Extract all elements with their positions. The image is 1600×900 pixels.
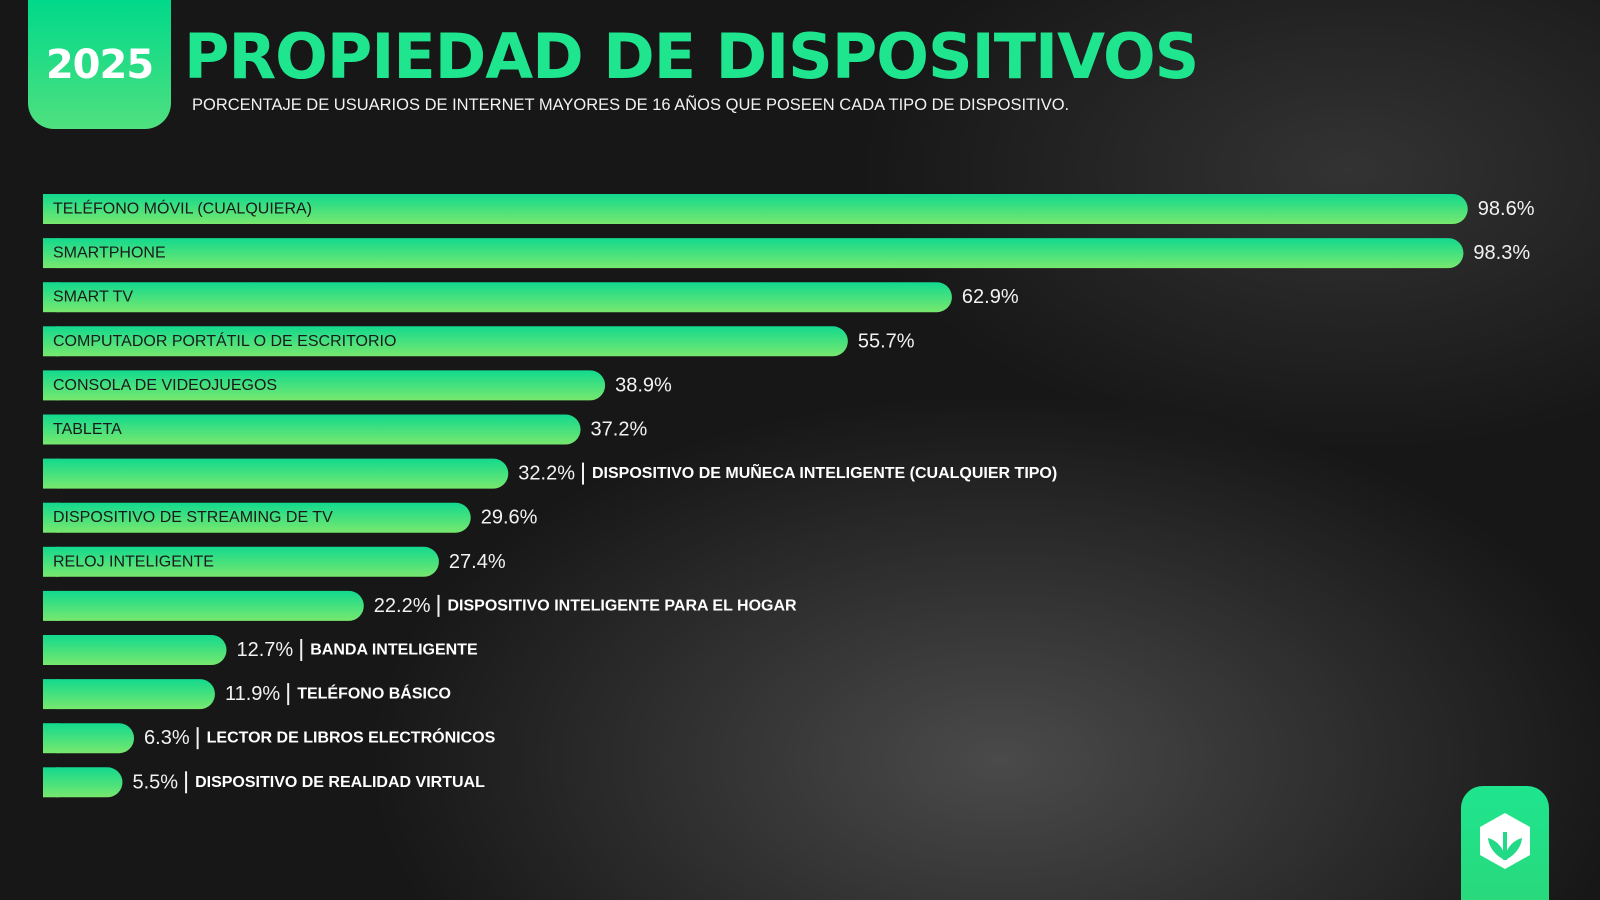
bar-left-edge [43, 590, 59, 621]
bar-left-edge [43, 723, 59, 754]
value-label: 5.5% [132, 771, 178, 793]
bar [43, 194, 1468, 224]
category-label: CONSOLA DE VIDEOJUEGOS [53, 377, 277, 394]
value-label: 12.7% [237, 639, 294, 661]
bar [43, 767, 123, 798]
bar [43, 326, 848, 357]
category-label: SMART TV [53, 289, 133, 306]
value-label: 55.7% [858, 330, 915, 352]
category-label: LECTOR DE LIBROS ELECTRÓNICOS [207, 728, 496, 747]
bar-left-edge [43, 679, 59, 710]
bar-left-edge [43, 194, 59, 224]
bar-left-edge [43, 635, 59, 665]
bar [43, 238, 1464, 269]
category-label: SMARTPHONE [53, 245, 166, 262]
bar-left-edge [43, 502, 59, 533]
page-subtitle: PORCENTAJE DE USUARIOS DE INTERNET MAYOR… [192, 96, 1070, 114]
year-label: 2025 [45, 41, 154, 88]
value-label: 27.4% [449, 551, 506, 573]
category-label: TELÉFONO MÓVIL (CUALQUIERA) [53, 199, 312, 218]
bar-left-edge [43, 458, 59, 489]
bar [43, 679, 215, 710]
value-label: 32.2% [518, 463, 575, 485]
bar [43, 546, 439, 577]
category-label: RELOJ INTELIGENTE [53, 553, 214, 570]
bar [43, 635, 227, 665]
bar [43, 502, 471, 533]
bar [43, 370, 606, 401]
category-label: BANDA INTELIGENTE [310, 642, 478, 659]
value-label: 11.9% [225, 683, 280, 705]
bar-left-edge [43, 546, 59, 577]
bar-left-edge [43, 326, 59, 357]
category-label: TABLETA [53, 421, 122, 438]
bar [43, 723, 135, 754]
page-title: PROPIEDAD DE DISPOSITIVOS [184, 20, 1199, 93]
category-label: DISPOSITIVO DE STREAMING DE TV [53, 509, 333, 526]
box-leaf-icon [1480, 813, 1530, 869]
category-label: DISPOSITIVO INTELIGENTE PARA EL HOGAR [448, 597, 798, 614]
brand-logo-tab [1461, 786, 1549, 900]
category-label: DISPOSITIVO DE REALIDAD VIRTUAL [195, 774, 485, 791]
bar [43, 282, 952, 313]
bar-left-edge [43, 238, 59, 269]
value-label: 98.6% [1478, 198, 1535, 220]
category-label: TELÉFONO BÁSICO [297, 684, 451, 703]
bars-group: 98.6% TELÉFONO MÓVIL (CUALQUIERA) 98.3% SMA… [43, 194, 1535, 798]
bar-left-edge [43, 282, 59, 313]
value-label: 29.6% [481, 507, 538, 529]
value-label: 62.9% [962, 286, 1019, 308]
bar-left-edge [43, 767, 59, 798]
value-label: 98.3% [1473, 242, 1530, 264]
category-label: DISPOSITIVO DE MUÑECA INTELIGENTE (CUALQ… [592, 462, 1057, 482]
value-label: 37.2% [591, 419, 648, 441]
year-badge: 2025 [28, 0, 171, 129]
category-label: COMPUTADOR PORTÁTIL O DE ESCRITORIO [53, 331, 396, 350]
bar [43, 458, 509, 489]
bar-left-edge [43, 370, 59, 401]
bar [43, 414, 581, 445]
value-label: 6.3% [144, 727, 190, 749]
bar-left-edge [43, 414, 59, 445]
bar [43, 590, 364, 621]
value-label: 38.9% [615, 374, 672, 396]
value-label: 22.2% [374, 595, 431, 617]
